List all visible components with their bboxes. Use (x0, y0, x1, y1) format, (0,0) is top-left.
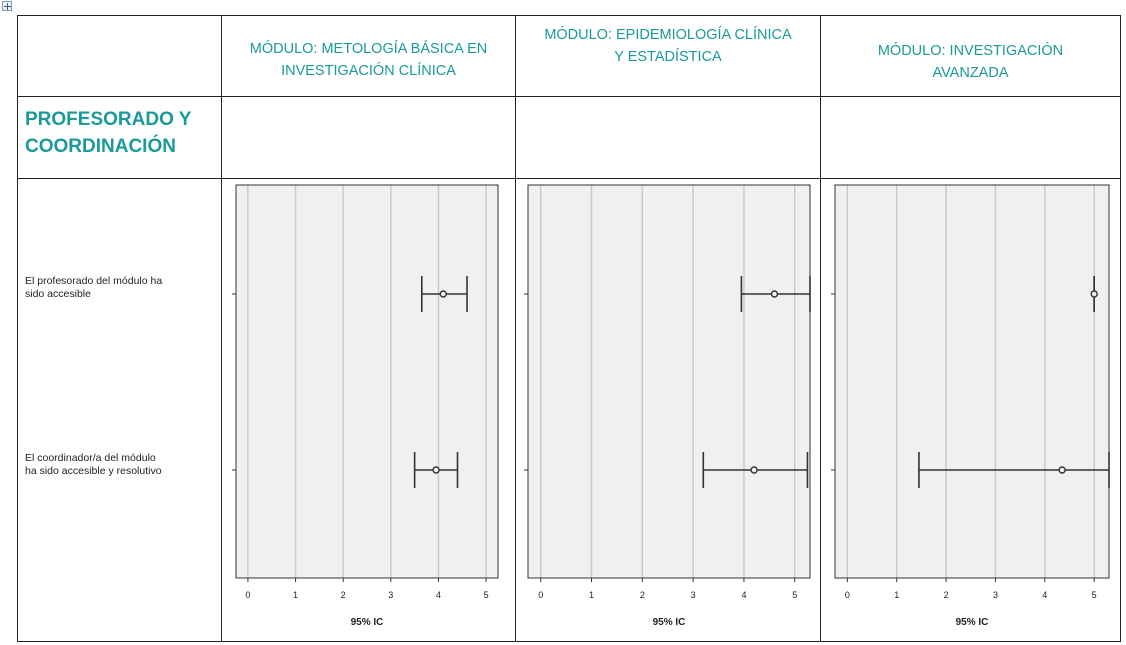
module-header-basic: MÓDULO: METOLOGÍA BÁSICA EN INVESTIGACIÓ… (222, 38, 515, 82)
row-label-coordinator: El coordinador/a del módulo ha sido acce… (25, 452, 215, 478)
row-label-line: sido accesible (25, 288, 91, 300)
module-header-line: MÓDULO: EPIDEMIOLOGÍA CLÍNICA (544, 27, 792, 43)
x-tick-label: 0 (538, 590, 543, 600)
table-border-bottom (17, 641, 1121, 642)
row-divider-1 (17, 96, 1121, 97)
x-axis-label: 95% IC (653, 617, 686, 628)
mean-point (770, 290, 779, 298)
module-header-line: AVANZADA (932, 65, 1009, 81)
x-tick-label: 5 (792, 590, 797, 600)
module-header-line: MÓDULO: INVESTIGACIÓN (877, 43, 1064, 59)
x-tick-label: 3 (691, 590, 696, 600)
plot-border (527, 184, 811, 579)
plot-area (834, 184, 1110, 579)
plot-border (235, 184, 499, 579)
x-tick-label: 2 (341, 590, 346, 600)
row-label-line: El coordinador/a del módulo (25, 452, 156, 464)
column-divider-1 (221, 15, 222, 642)
x-tick-label: 4 (436, 590, 441, 600)
x-tick-label: 1 (589, 590, 594, 600)
column-divider-2 (515, 15, 516, 642)
module-header-epidemiology: MÓDULO: EPIDEMIOLOGÍA CLÍNICA Y ESTADÍST… (516, 24, 820, 68)
module-header-line: INVESTIGACIÓN CLÍNICA (281, 63, 456, 79)
row-label-line: El profesorado del módulo ha (25, 275, 163, 287)
x-tick-label: 0 (845, 590, 850, 600)
table-border-top (17, 15, 1121, 16)
x-tick-label: 3 (388, 590, 393, 600)
plot-area (235, 184, 499, 579)
x-tick-label: 3 (993, 590, 998, 600)
module-header-advanced: MÓDULO: INVESTIGACIÓN AVANZADA (821, 40, 1120, 84)
mean-point (750, 466, 758, 474)
x-axis-label: 95% IC (351, 617, 384, 628)
row-label-line: ha sido accesible y resolutivo (25, 465, 162, 477)
x-tick-label: 4 (1042, 590, 1047, 600)
x-tick-label: 2 (944, 590, 949, 600)
section-title-line: PROFESORADO Y (25, 109, 192, 130)
x-tick-label: 0 (245, 590, 250, 600)
section-title-line: COORDINACIÓN (25, 136, 176, 157)
section-title: PROFESORADO Y COORDINACIÓN (25, 106, 215, 160)
plot-area (527, 184, 811, 579)
column-divider-3 (820, 15, 821, 642)
chart-advanced-module: 0 1 2 3 4 5 95% IC (831, 184, 1110, 628)
table-move-handle[interactable] (2, 1, 12, 11)
mean-point (1058, 466, 1066, 474)
row-label-professors: El profesorado del módulo ha sido accesi… (25, 275, 215, 301)
x-tick-label: 5 (484, 590, 489, 600)
row-divider-2 (17, 178, 1121, 179)
x-tick-label: 4 (741, 590, 746, 600)
plot-border (834, 184, 1110, 579)
x-tick-label: 1 (293, 590, 298, 600)
x-tick-label: 2 (640, 590, 645, 600)
mean-point (432, 466, 440, 474)
x-tick-label: 5 (1092, 590, 1097, 600)
x-tick-label: 1 (894, 590, 899, 600)
chart-epidemiology-module: 0 1 2 3 4 5 95% IC (524, 184, 811, 628)
table-border-right (1120, 15, 1121, 642)
x-axis-label: 95% IC (956, 617, 989, 628)
chart-basic-module: 0 1 2 3 4 5 95% IC (232, 184, 499, 628)
module-header-line: Y ESTADÍSTICA (614, 49, 722, 65)
mean-point (1090, 290, 1098, 298)
table-border-left (17, 15, 18, 642)
module-header-line: MÓDULO: METOLOGÍA BÁSICA EN (249, 41, 488, 57)
mean-point (439, 290, 447, 298)
